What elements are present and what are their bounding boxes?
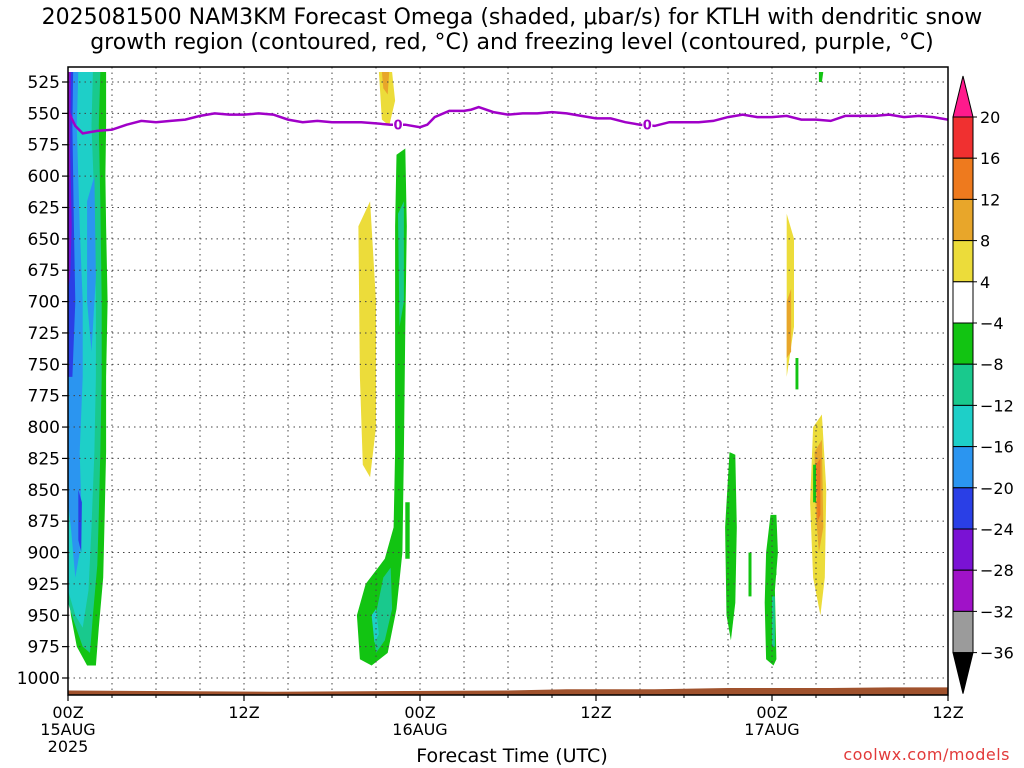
colorbar-label-5: −4: [980, 314, 1004, 333]
omega-region-20: [371, 609, 379, 643]
colorbar-bin-9: [952, 446, 974, 489]
colorbar-bin-12: [952, 569, 974, 612]
omega-region-21: [795, 72, 805, 126]
y-tick-label-600: 600: [28, 167, 60, 187]
omega-region-27: [816, 458, 821, 522]
omega-region-13: [381, 72, 390, 95]
omega-region-17: [405, 502, 410, 559]
colorbar-bin-13: [952, 610, 974, 654]
chart-title-line-1: 2025081500 NAM3KM Forecast Omega (shaded…: [41, 5, 983, 30]
colorbar-bottom-arrow: [952, 652, 974, 694]
omega-region-32: [813, 464, 816, 503]
y-tick-label-650: 650: [28, 230, 60, 250]
freezing-level-label-1: 0: [643, 119, 652, 134]
omega-region-34: [748, 552, 752, 597]
colorbar-label-11: −28: [980, 561, 1014, 580]
freezing-level-label-0: 0: [393, 119, 402, 134]
x-tick-date-0: 15AUG: [40, 720, 95, 739]
x-tick-label-12: 12Z: [228, 703, 259, 722]
omega-region-35: [764, 514, 778, 666]
x-axis-title: Forecast Time (UTC): [416, 745, 608, 767]
y-tick-label-925: 925: [28, 575, 60, 595]
omega-region-28: [755, 514, 768, 635]
y-tick-label-975: 975: [28, 638, 60, 658]
y-tick-label-550: 550: [28, 104, 60, 124]
colorbar-label-12: −32: [980, 602, 1014, 621]
colorbar-bin-7: [952, 363, 974, 406]
colorbar-label-4: 4: [980, 273, 990, 292]
y-tick-label-675: 675: [28, 261, 60, 281]
y-tick-label-750: 750: [28, 355, 60, 375]
y-tick-label-525: 525: [28, 73, 60, 93]
colorbar-bin-1: [952, 116, 974, 159]
x-tick-label-24: 00Z: [404, 703, 435, 722]
y-tick-label-850: 850: [28, 481, 60, 501]
watermark: coolwx.com/models: [843, 745, 1010, 764]
y-tick-label-825: 825: [28, 449, 60, 469]
x-tick-date-24: 16AUG: [392, 720, 447, 739]
colorbar-label-0: 20: [980, 108, 1000, 127]
colorbar-top-arrow: [952, 75, 974, 118]
colorbar-bin-6: [952, 322, 974, 365]
colorbar-label-10: −24: [980, 520, 1014, 539]
x-tick-label-60: 12Z: [932, 703, 963, 722]
y-tick-label-575: 575: [28, 136, 60, 156]
x-tick-date-48: 17AUG: [744, 720, 799, 739]
omega-region-25: [786, 289, 792, 358]
omega-region-30: [795, 358, 799, 390]
freezing-label-bg-1: [642, 117, 653, 132]
y-tick-label-1000: 1000: [17, 669, 60, 689]
colorbar-bin-4: [952, 240, 974, 283]
omega-region-14: [414, 72, 432, 114]
colorbar-label-13: −36: [980, 644, 1014, 663]
omega-region-18: [398, 201, 404, 327]
omega-region-4: [87, 176, 96, 352]
y-tick-label-700: 700: [28, 293, 60, 313]
omega-region-15: [421, 125, 426, 214]
colorbar-label-7: −12: [980, 396, 1014, 415]
freezing-label-bg-0: [393, 117, 403, 132]
colorbar-bin-11: [952, 528, 974, 571]
colorbar: 20 16 12 8 4 −4 −8 −12 −16 −20 −24 −28 −32 −36: [952, 75, 1014, 694]
colorbar-label-2: 12: [980, 190, 1000, 209]
y-tick-label-950: 950: [28, 606, 60, 626]
colorbar-bin-5: [952, 281, 974, 324]
ground-surface: [68, 687, 948, 695]
y-tick-label-900: 900: [28, 544, 60, 564]
y-tick-label-775: 775: [28, 387, 60, 407]
colorbar-label-1: 16: [980, 149, 1000, 168]
colorbar-bin-10: [952, 487, 974, 530]
chart-title-line-2: growth region (contoured, red, °C) and f…: [90, 30, 934, 55]
colorbar-label-3: 8: [980, 232, 990, 251]
y-tick-label-625: 625: [28, 198, 60, 218]
omega-region-33: [725, 452, 737, 641]
colorbar-bin-2: [952, 157, 974, 200]
x-tick-label-0: 00Z: [52, 703, 83, 722]
omega-region-29: [818, 72, 824, 82]
colorbar-label-8: −16: [980, 438, 1014, 457]
colorbar-bin-3: [952, 198, 974, 242]
x-tick-label-48: 00Z: [756, 703, 787, 722]
colorbar-label-6: −8: [980, 355, 1004, 374]
omega-region-16: [356, 148, 407, 666]
colorbar-label-9: −20: [980, 479, 1014, 498]
x-tick-label-36: 12Z: [580, 703, 611, 722]
y-tick-label-800: 800: [28, 418, 60, 438]
omega-region-12: [378, 72, 396, 126]
x-tick-year-0: 2025: [48, 737, 89, 756]
colorbar-bin-8: [952, 404, 974, 448]
y-tick-label-725: 725: [28, 324, 60, 344]
freezing-level-line: [68, 105, 948, 135]
omega-region-36: [772, 596, 775, 647]
y-tick-label-875: 875: [28, 512, 60, 532]
